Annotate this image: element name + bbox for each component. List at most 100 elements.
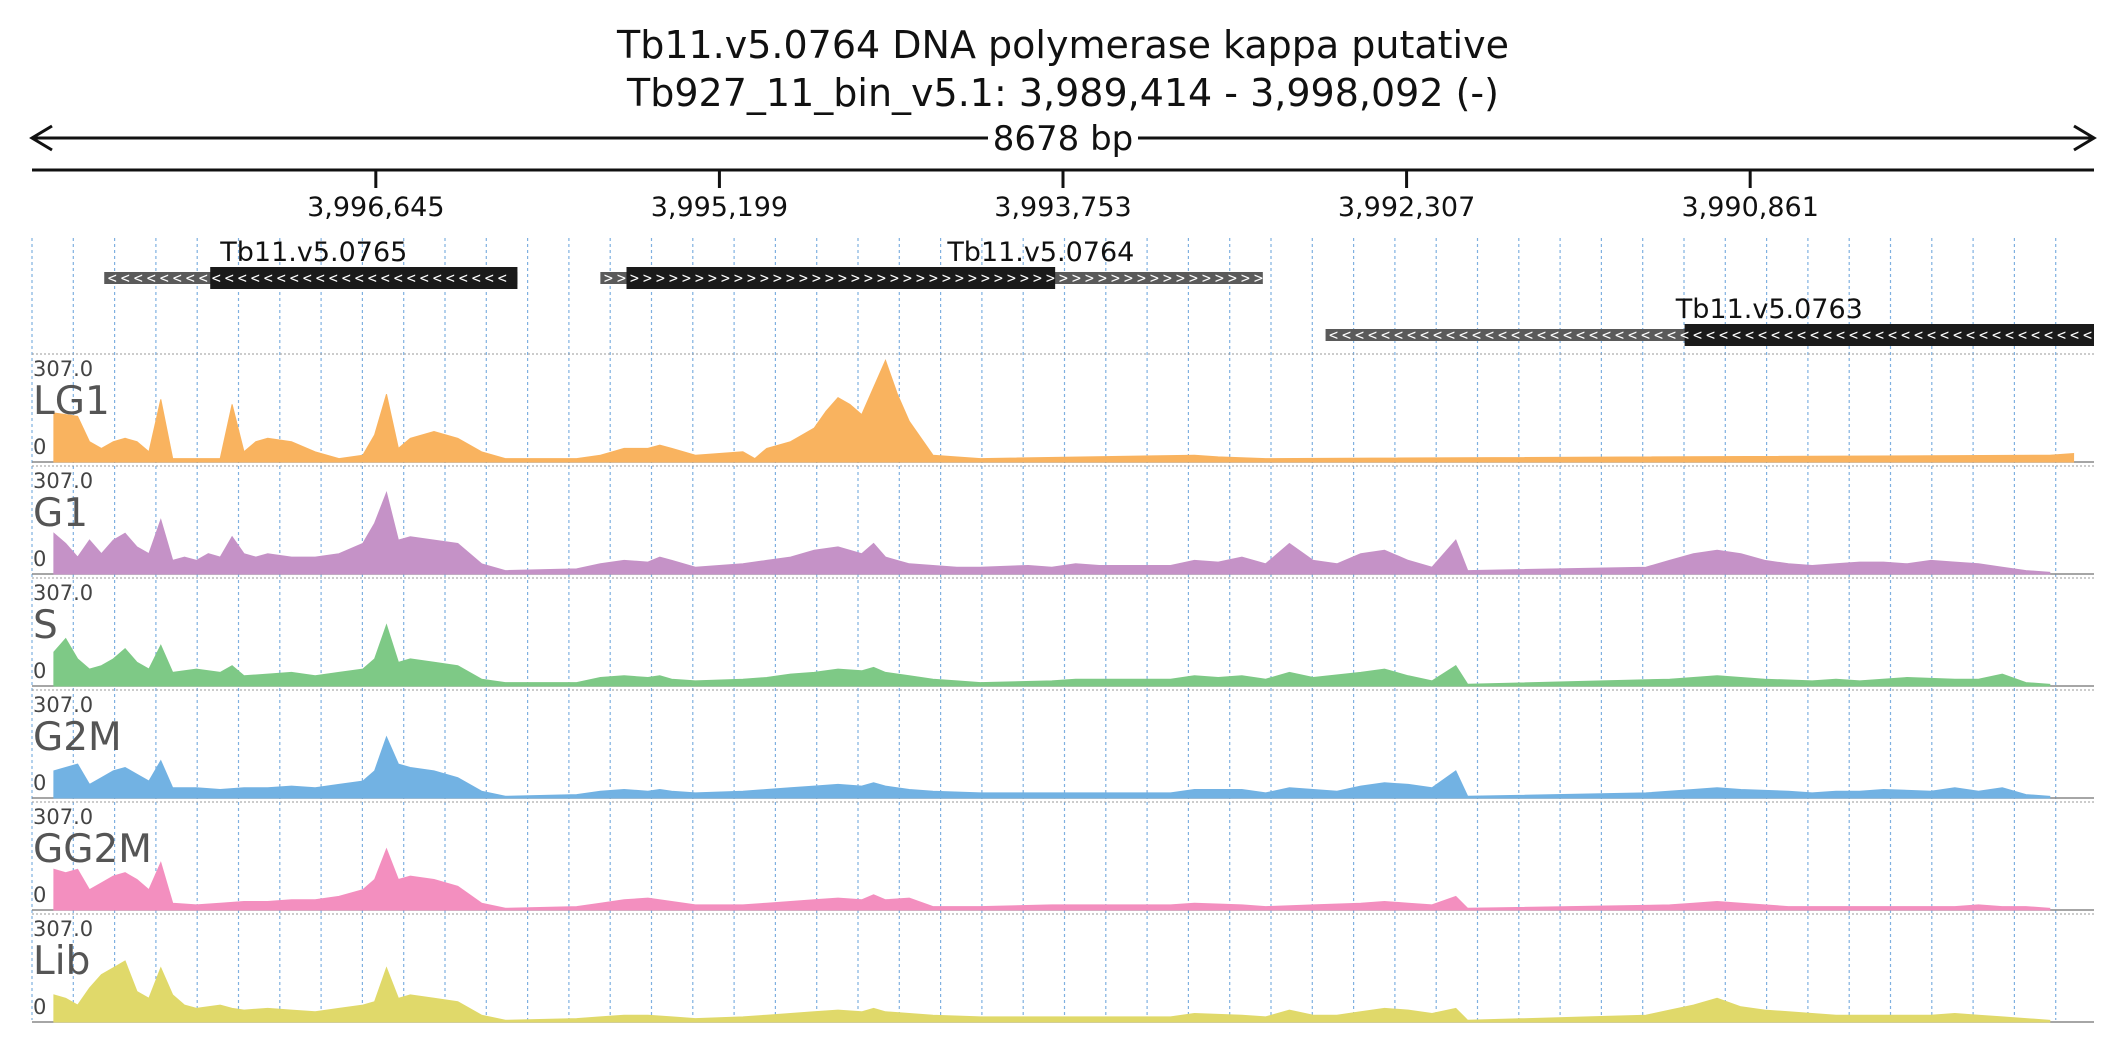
gene-strand-glyph-2-11: < bbox=[1472, 326, 1481, 344]
gene-strand-glyph-1-24: > bbox=[916, 269, 925, 287]
gene-strand-glyph-2-28: < bbox=[1693, 326, 1702, 344]
track-ymin-label-4: 0 bbox=[33, 883, 46, 907]
gene-strand-glyph-1-30: > bbox=[994, 269, 1003, 287]
span-arrow-right-head bbox=[2073, 124, 2097, 152]
gene-strand-glyph-1-38: > bbox=[1098, 269, 1107, 287]
gene-strand-glyph-2-45: < bbox=[1914, 326, 1923, 344]
track-ymax-label-4: 307.0 bbox=[33, 805, 93, 829]
gene-strand-glyph-1-15: > bbox=[799, 269, 808, 287]
gene-strand-glyph-1-46: > bbox=[1202, 269, 1211, 287]
gene-strand-glyph-1-27: > bbox=[955, 269, 964, 287]
gene-strand-glyph-1-13: > bbox=[773, 269, 782, 287]
gene-models: < < < < < < < < < < < < < < < < < < < < < < < < < < < < < < <Tb11.v5.0… bbox=[104, 237, 2094, 346]
gene-strand-glyph-1-3: > bbox=[643, 269, 652, 287]
gene-strand-glyph-2-35: < bbox=[1784, 326, 1793, 344]
gene-strand-glyph-0-24: < bbox=[420, 269, 429, 287]
gene-strand-glyph-1-34: > bbox=[1046, 269, 1055, 287]
gene-strand-glyph-2-5: < bbox=[1394, 326, 1403, 344]
gene-strand-glyph-2-6: < bbox=[1407, 326, 1416, 344]
gene-strand-glyph-1-35: > bbox=[1059, 269, 1068, 287]
track-ymin-label-3: 0 bbox=[33, 771, 46, 795]
ruler-tick-label-2: 3,993,753 bbox=[994, 192, 1131, 223]
gene-strand-glyph-1-0: > bbox=[604, 269, 613, 287]
gene-strand-glyph-1-17: > bbox=[825, 269, 834, 287]
gene-strand-glyph-1-36: > bbox=[1072, 269, 1081, 287]
gene-strand-glyph-2-50: < bbox=[1979, 326, 1988, 344]
track-ymin-label-5: 0 bbox=[33, 995, 46, 1019]
gene-label-1: Tb11.v5.0764 bbox=[946, 237, 1134, 268]
gene-strand-glyph-2-24: < bbox=[1641, 326, 1650, 344]
gene-strand-glyph-2-36: < bbox=[1797, 326, 1806, 344]
coverage-area-s bbox=[53, 623, 2051, 687]
gene-strand-glyph-2-19: < bbox=[1576, 326, 1585, 344]
track-name-4: GG2M bbox=[33, 827, 152, 872]
gene-strand-glyph-1-49: > bbox=[1241, 269, 1250, 287]
gene-strand-glyph-2-44: < bbox=[1901, 326, 1910, 344]
gene-strand-glyph-0-6: < bbox=[186, 269, 195, 287]
gene-strand-glyph-2-40: < bbox=[1849, 326, 1858, 344]
gene-strand-glyph-2-47: < bbox=[1940, 326, 1949, 344]
gene-strand-glyph-2-52: < bbox=[2005, 326, 2014, 344]
gene-strand-glyph-2-32: < bbox=[1745, 326, 1754, 344]
gene-strand-glyph-1-28: > bbox=[968, 269, 977, 287]
gene-strand-glyph-2-9: < bbox=[1446, 326, 1455, 344]
track-ymin-label-1: 0 bbox=[33, 547, 46, 571]
gene-strand-glyph-2-14: < bbox=[1511, 326, 1520, 344]
track-name-3: G2M bbox=[33, 715, 122, 760]
track-ymin-label-0: 0 bbox=[33, 435, 46, 459]
gene-strand-glyph-2-8: < bbox=[1433, 326, 1442, 344]
chart-title-line2: Tb927_11_bin_v5.1: 3,989,414 - 3,998,092… bbox=[626, 71, 1499, 115]
gene-strand-glyph-2-37: < bbox=[1810, 326, 1819, 344]
gene-strand-glyph-2-16: < bbox=[1537, 326, 1546, 344]
gene-strand-glyph-1-31: > bbox=[1007, 269, 1016, 287]
gene-strand-glyph-1-48: > bbox=[1228, 269, 1237, 287]
gene-strand-glyph-1-8: > bbox=[708, 269, 717, 287]
gene-strand-glyph-2-7: < bbox=[1420, 326, 1429, 344]
gene-strand-glyph-1-43: > bbox=[1163, 269, 1172, 287]
gene-strand-glyph-1-2: > bbox=[630, 269, 639, 287]
gene-strand-glyph-2-0: < bbox=[1329, 326, 1338, 344]
gene-strand-glyph-1-26: > bbox=[942, 269, 951, 287]
ruler-tick-label-3: 3,992,307 bbox=[1338, 192, 1475, 223]
gene-strand-glyph-1-16: > bbox=[812, 269, 821, 287]
gene-strand-glyph-2-53: < bbox=[2018, 326, 2027, 344]
gene-strand-glyph-1-39: > bbox=[1111, 269, 1120, 287]
gene-strand-glyph-1-21: > bbox=[877, 269, 886, 287]
gene-strand-glyph-1-44: > bbox=[1176, 269, 1185, 287]
track-ymax-label-2: 307.0 bbox=[33, 581, 93, 605]
track-ymax-label-0: 307.0 bbox=[33, 357, 93, 381]
gene-strand-glyph-0-14: < bbox=[290, 269, 299, 287]
span-arrow: 8678 bp bbox=[29, 118, 2097, 159]
gene-strand-glyph-1-12: > bbox=[760, 269, 769, 287]
gene-strand-glyph-2-54: < bbox=[2031, 326, 2040, 344]
gene-strand-glyph-1-5: > bbox=[669, 269, 678, 287]
gene-strand-glyph-2-57: < bbox=[2070, 326, 2079, 344]
ruler-tick-label-0: 3,996,645 bbox=[307, 192, 444, 223]
coverage-area-lib bbox=[53, 960, 2051, 1023]
gene-strand-glyph-2-26: < bbox=[1667, 326, 1676, 344]
gene-strand-glyph-1-40: > bbox=[1124, 269, 1133, 287]
gene-strand-glyph-0-25: < bbox=[433, 269, 442, 287]
gene-strand-glyph-0-4: < bbox=[160, 269, 169, 287]
ruler-ticks: 3,996,645 3,995,199 3,993,753 3,992,307 3,99… bbox=[307, 170, 1819, 223]
gene-strand-glyph-0-23: < bbox=[407, 269, 416, 287]
gene-strand-glyph-1-7: > bbox=[695, 269, 704, 287]
gene-strand-glyph-0-28: < bbox=[472, 269, 481, 287]
track-name-0: LG1 bbox=[33, 379, 110, 424]
gene-strand-glyph-2-13: < bbox=[1498, 326, 1507, 344]
gene-strand-glyph-0-8: < bbox=[212, 269, 221, 287]
gene-strand-glyph-2-17: < bbox=[1550, 326, 1559, 344]
gene-strand-glyph-0-10: < bbox=[238, 269, 247, 287]
coverage-area-g2m bbox=[53, 735, 2051, 799]
gene-strand-glyph-0-20: < bbox=[368, 269, 377, 287]
gene-strand-glyph-2-58: < bbox=[2083, 326, 2092, 344]
gene-strand-glyph-0-9: < bbox=[225, 269, 234, 287]
gene-strand-glyph-0-11: < bbox=[251, 269, 260, 287]
ruler-tick-label-1: 3,995,199 bbox=[651, 192, 788, 223]
gene-strand-glyph-2-31: < bbox=[1732, 326, 1741, 344]
gene-strand-glyph-1-33: > bbox=[1033, 269, 1042, 287]
gene-strand-glyph-1-4: > bbox=[656, 269, 665, 287]
gene-strand-glyph-1-11: > bbox=[747, 269, 756, 287]
track-ymin-label-2: 0 bbox=[33, 659, 46, 683]
gene-strand-glyph-2-41: < bbox=[1862, 326, 1871, 344]
